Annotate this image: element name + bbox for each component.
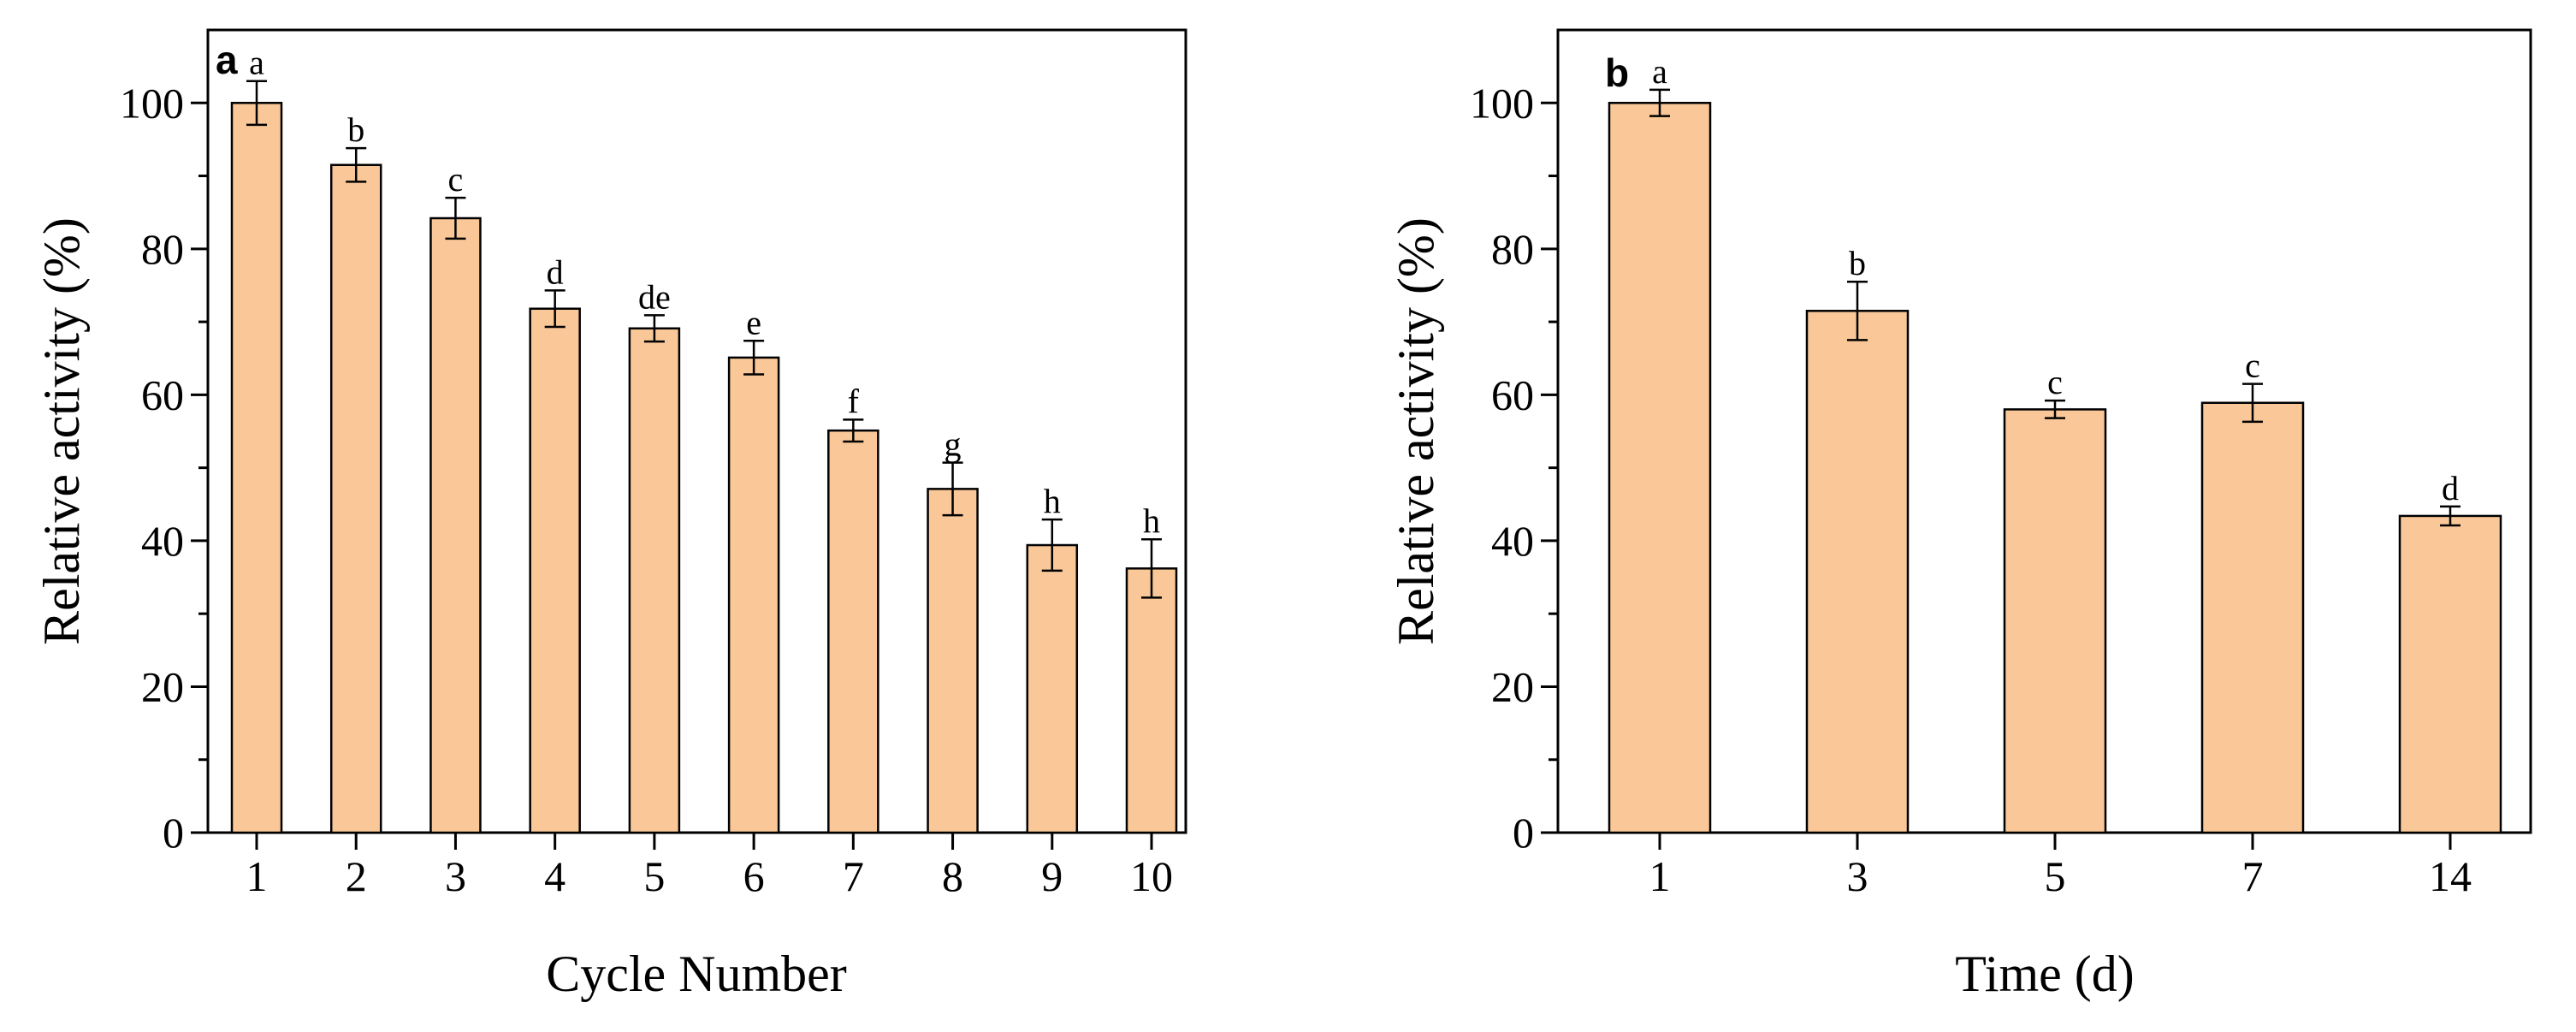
significance-letter: c xyxy=(448,160,464,199)
x-tick-label: 14 xyxy=(2429,852,2472,900)
panel-a-x-axis-ticks: 1 2 3 4 5 6 7 8 9 10 xyxy=(246,833,1173,900)
y-tick-label: 40 xyxy=(1491,517,1534,565)
x-tick-label: 9 xyxy=(1041,852,1063,900)
y-tick-label: 0 xyxy=(163,809,184,857)
significance-letter: e xyxy=(746,303,761,341)
bar xyxy=(529,307,581,834)
panel-b-significance-letters: a b c c d xyxy=(1652,52,2459,507)
panel-a-significance-letters: a b c d de e f g h h xyxy=(249,44,1160,541)
bar xyxy=(1125,567,1178,834)
bar xyxy=(2200,401,2305,834)
significance-letter: f xyxy=(848,382,860,420)
y-tick-label: 100 xyxy=(1470,79,1534,127)
panel-a-letter: a xyxy=(216,38,238,82)
significance-letter: d xyxy=(2442,469,2459,507)
significance-letter: b xyxy=(1849,244,1866,282)
x-tick-label: 1 xyxy=(246,852,268,900)
panel-b-letter: b xyxy=(1605,50,1629,95)
x-tick-label: 1 xyxy=(1649,852,1671,900)
x-tick-label: 4 xyxy=(544,852,566,900)
panel-b-x-axis-label: Time (d) xyxy=(1955,946,2134,1002)
y-tick-label: 20 xyxy=(1491,662,1534,710)
significance-letter: b xyxy=(347,110,364,149)
panel-b-y-axis-ticks: 0 20 40 60 80 100 xyxy=(1470,79,1558,857)
bar xyxy=(1608,102,1712,834)
y-tick-label: 20 xyxy=(141,662,184,710)
bar xyxy=(827,429,879,834)
x-tick-label: 2 xyxy=(346,852,367,900)
bar xyxy=(2003,408,2107,834)
x-tick-label: 7 xyxy=(2242,852,2264,900)
panel-a-chart: a b c d de e f g h h 0 20 40 60 80 100 1 2 3 4 5 6 7 8 9 10 a C… xyxy=(33,28,1187,1002)
bar xyxy=(727,356,780,834)
y-tick-label: 80 xyxy=(1491,225,1534,273)
bar xyxy=(628,327,681,834)
bar xyxy=(2398,514,2502,834)
panel-b-x-axis-ticks: 1 3 5 7 14 xyxy=(1649,833,2472,900)
panel-b-error-bars xyxy=(1649,88,2461,527)
significance-letter: g xyxy=(945,425,962,464)
significance-letter: h xyxy=(1044,482,1061,520)
significance-letter: d xyxy=(547,252,564,291)
bar xyxy=(927,488,979,834)
panel-a-x-axis-label: Cycle Number xyxy=(546,946,847,1002)
significance-letter: c xyxy=(2245,347,2260,385)
y-tick-label: 60 xyxy=(1491,371,1534,418)
bar xyxy=(230,102,283,834)
y-tick-label: 0 xyxy=(1513,809,1534,857)
significance-letter: a xyxy=(1652,52,1667,91)
significance-letter: h xyxy=(1143,501,1160,540)
y-tick-label: 80 xyxy=(141,225,184,273)
significance-letter: de xyxy=(638,277,671,316)
y-tick-label: 40 xyxy=(141,517,184,565)
bar xyxy=(1026,543,1079,834)
panel-b-bars xyxy=(1608,102,2502,834)
panel-a-y-axis-ticks: 0 20 40 60 80 100 xyxy=(120,79,208,857)
panel-a-y-axis-label: Relative activity (%) xyxy=(33,217,90,645)
x-tick-label: 7 xyxy=(843,852,864,900)
panel-a-plot-frame xyxy=(206,28,1187,834)
x-tick-label: 6 xyxy=(743,852,765,900)
x-tick-label: 3 xyxy=(1847,852,1868,900)
bar xyxy=(329,163,382,834)
x-tick-label: 10 xyxy=(1130,852,1173,900)
panel-b-y-axis-label: Relative activity (%) xyxy=(1388,217,1444,645)
y-tick-label: 60 xyxy=(141,371,184,418)
x-tick-label: 5 xyxy=(2045,852,2066,900)
x-tick-label: 3 xyxy=(445,852,466,900)
x-tick-label: 8 xyxy=(942,852,963,900)
panel-a-bars xyxy=(230,102,1178,834)
bar xyxy=(1805,310,1910,834)
panel-a-error-bars xyxy=(246,80,1162,599)
x-tick-label: 5 xyxy=(643,852,665,900)
significance-letter: a xyxy=(249,44,264,82)
significance-letter: c xyxy=(2047,363,2063,401)
bar xyxy=(429,216,482,834)
y-tick-label: 100 xyxy=(120,79,184,127)
